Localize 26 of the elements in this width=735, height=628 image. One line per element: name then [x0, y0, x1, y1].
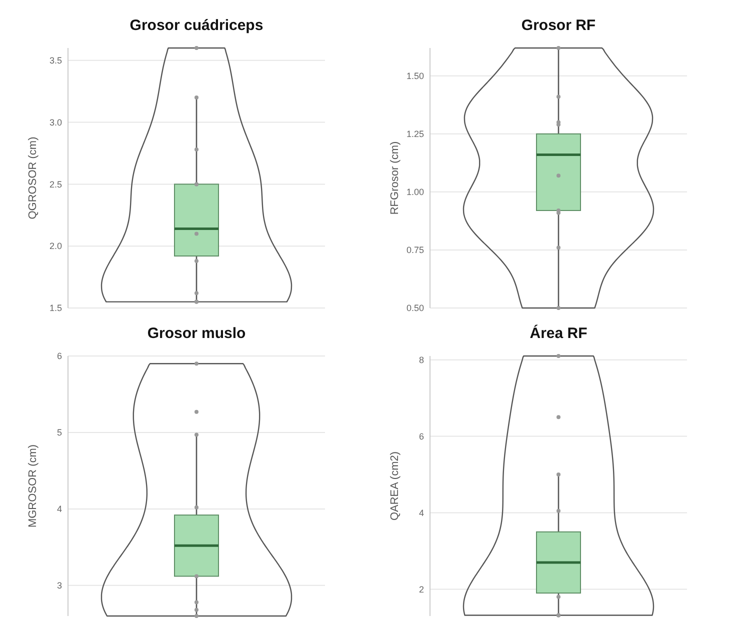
y-axis-title: RFGrosor (cm)	[389, 141, 401, 215]
y-tick-label: 3	[56, 580, 62, 591]
y-axis-title: MGROSOR (cm)	[27, 444, 39, 528]
y-tick-label: 2.5	[49, 179, 62, 190]
y-tick-label: 0.75	[406, 245, 424, 256]
y-tick-label: 2.0	[49, 241, 62, 252]
y-tick-label: 1.00	[406, 187, 424, 198]
chart-title: Área RF	[530, 324, 588, 342]
y-tick-label: 3.0	[49, 117, 62, 128]
y-tick-label: 6	[56, 351, 62, 362]
chart-title: Grosor RF	[521, 17, 596, 34]
y-tick-label: 4	[418, 508, 424, 518]
y-tick-label: 8	[418, 354, 424, 365]
y-tick-label: 2	[418, 584, 424, 594]
y-tick-label: 6	[418, 431, 424, 442]
y-tick-label: 1.50	[406, 71, 424, 82]
y-tick-label: 3.5	[49, 56, 62, 66]
y-tick-label: 4	[56, 504, 62, 514]
y-axis-title: QAREA (cm2)	[389, 451, 401, 521]
y-axis-title: QGROSOR (cm)	[27, 136, 39, 220]
chart-title: Grosor muslo	[147, 325, 246, 342]
chart-title: Grosor cuádriceps	[130, 17, 264, 34]
y-tick-label: 1.25	[406, 129, 424, 140]
y-tick-label: 0.50	[406, 303, 424, 314]
y-tick-label: 1.5	[49, 303, 62, 314]
y-tick-label: 5	[56, 428, 62, 438]
